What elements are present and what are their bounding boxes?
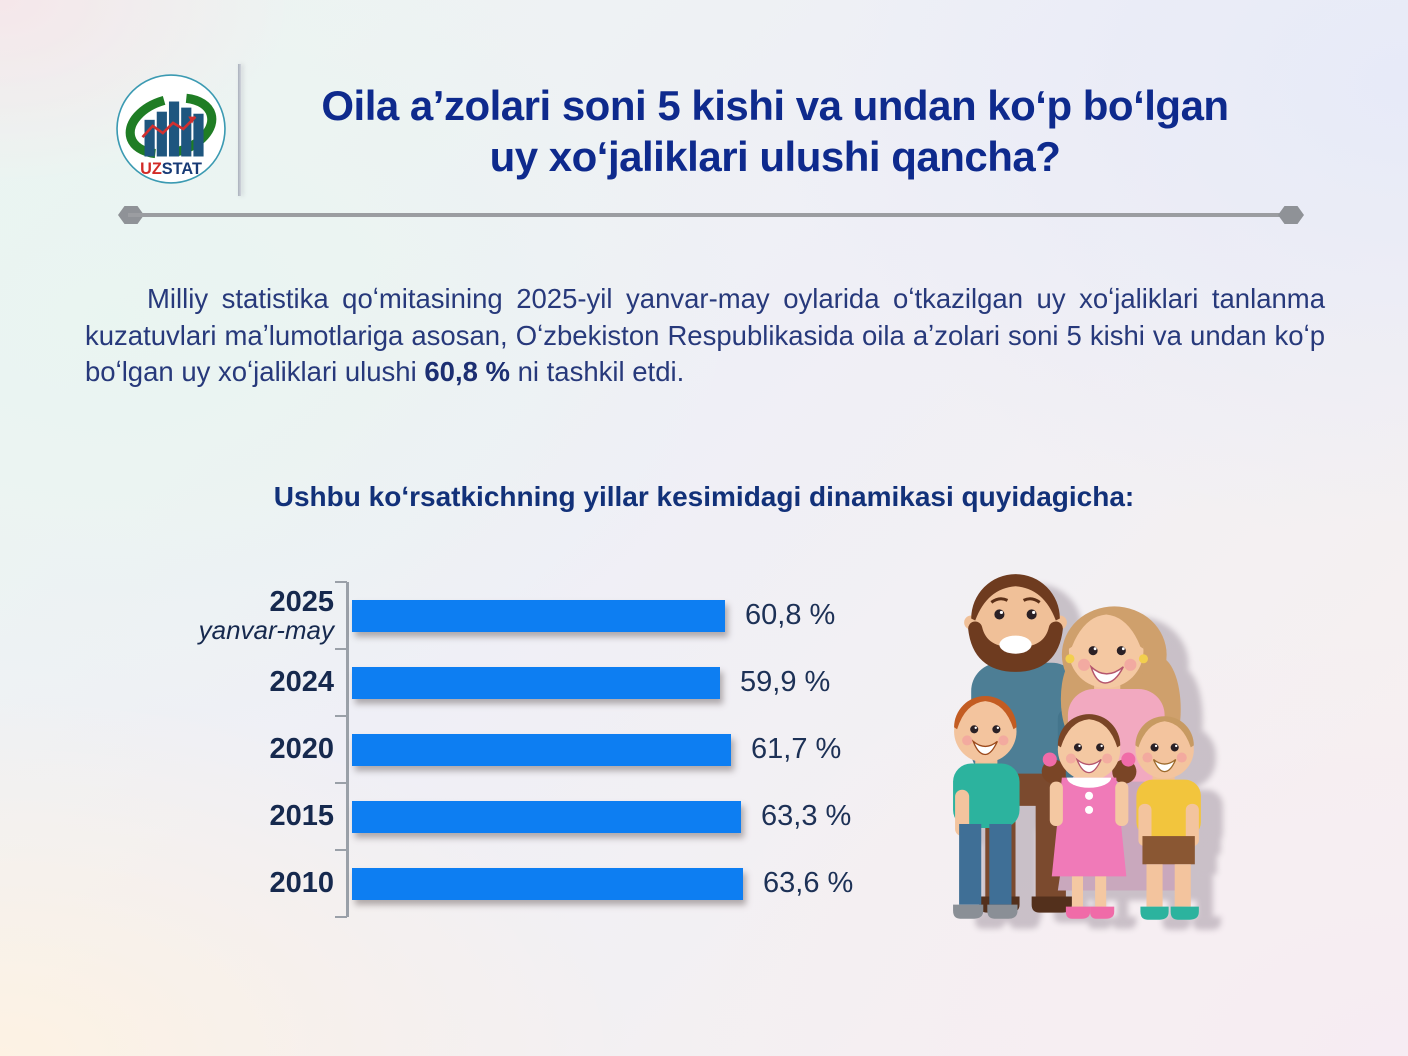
chart-value-label: 61,7 % [751, 733, 842, 765]
chart-value-label: 60,8 % [745, 599, 836, 631]
logo-text-stat: STAT [162, 160, 202, 178]
chart-year-sublabel: yanvar-may [198, 615, 334, 646]
page-title-line2: uy xoʻjaliklari ulushi qancha? [489, 133, 1061, 181]
chart-year-label: 2015 [269, 800, 334, 833]
girl-figure [1041, 714, 1137, 919]
chart-bar [352, 666, 720, 699]
chart-value-label: 63,3 % [761, 800, 852, 832]
chart-category-label: 2010 [178, 867, 334, 900]
intro-text-before: Milliy statistika qoʻmitasining 2025-yil… [85, 283, 1325, 388]
chart-y-axis [346, 582, 349, 917]
chart-row: 2010 63,6 % [178, 849, 938, 917]
intro-highlight-value: 60,8 % [424, 356, 510, 388]
chart-row: 2015 63,3 % [178, 782, 938, 850]
intro-paragraph: Milliy statistika qoʻmitasining 2025-yil… [85, 281, 1325, 391]
chart-category-label: 2025 yanvar-may [178, 585, 334, 646]
chart-year-label: 2020 [269, 733, 334, 766]
chart-bar [352, 599, 725, 632]
chart-row: 2020 61,7 % [178, 715, 938, 783]
chart-year-label: 2010 [269, 867, 334, 900]
intro-text-after: ni tashkil etdi. [509, 356, 685, 388]
uzstat-logo: UZSTAT [115, 73, 227, 185]
logo-wordmark: UZSTAT [140, 160, 202, 178]
logo-bar-chart-icon [144, 101, 204, 157]
logo-text-uz: UZ [140, 160, 162, 178]
chart-category-label: 2020 [178, 733, 334, 766]
chart-year-label: 2024 [269, 666, 334, 699]
rule-line [128, 213, 1294, 217]
bar-chart-rows: 2025 yanvar-may 60,8 % 2024 59,9 % 2020 … [178, 581, 938, 918]
chart-section-subtitle: Ushbu koʻrsatkichning yillar kesimidagi … [273, 481, 1135, 512]
page-title-line1: Oila aʼzolari soni 5 kishi va undan koʻp… [321, 82, 1229, 129]
chart-year-label: 2025 [269, 585, 334, 618]
chart-value-label: 59,9 % [740, 666, 831, 698]
header-vertical-divider [238, 64, 241, 196]
boy-left-figure [953, 696, 1020, 919]
chart-bar [352, 867, 743, 900]
page-title: Oila aʼzolari soni 5 kishi va undan koʻp… [250, 80, 1300, 182]
chart-category-label: 2015 [178, 800, 334, 833]
header-rule [118, 206, 1304, 224]
chart-bar [352, 733, 731, 766]
bar-chart: 2025 yanvar-may 60,8 % 2024 59,9 % 2020 … [178, 581, 938, 918]
logo-trend-line-icon [141, 115, 197, 139]
family-illustration [945, 558, 1217, 956]
chart-bar [352, 800, 741, 833]
chart-value-label: 63,6 % [763, 867, 854, 899]
chart-row: 2024 59,9 % [178, 648, 938, 716]
boy-right-figure [1135, 716, 1201, 920]
chart-row: 2025 yanvar-may 60,8 % [178, 581, 938, 649]
chart-category-label: 2024 [178, 666, 334, 699]
rule-right-hexagon-icon [1278, 206, 1304, 224]
